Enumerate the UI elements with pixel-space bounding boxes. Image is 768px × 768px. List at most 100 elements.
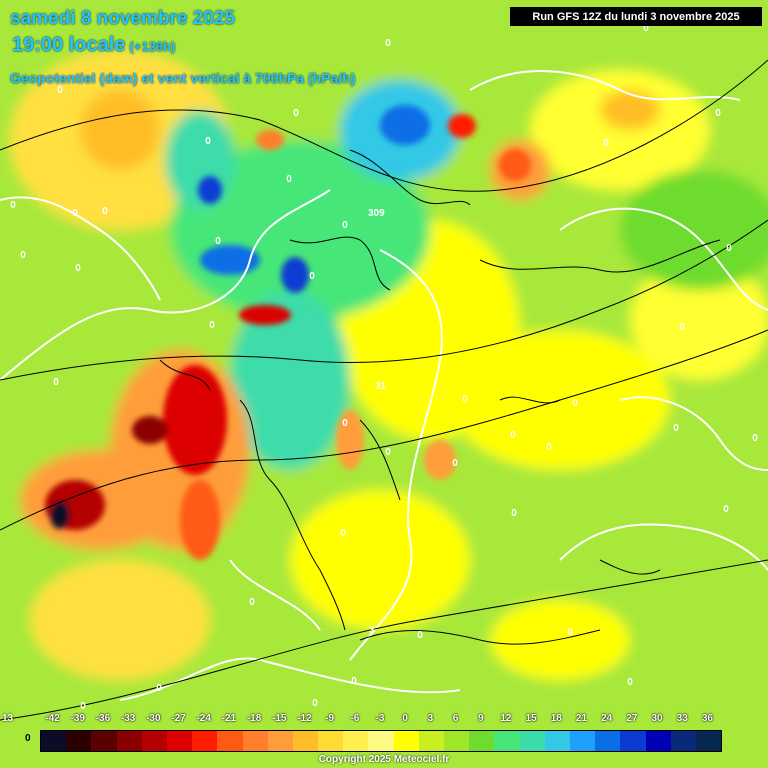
legend-swatch bbox=[242, 731, 268, 751]
legend-tick-label: -33 bbox=[120, 713, 136, 724]
zero-contour-label: 0 bbox=[572, 398, 578, 409]
legend-tick-label: 27 bbox=[626, 713, 638, 724]
zero-contour-label: 0 bbox=[102, 206, 108, 217]
zero-contour-label: 0 bbox=[417, 630, 423, 641]
legend-tick-label: 30 bbox=[651, 713, 663, 724]
zero-contour-label: 0 bbox=[312, 698, 318, 709]
geopotential-isolines bbox=[0, 59, 768, 721]
isoline-labels: 309 31 3 bbox=[368, 208, 387, 636]
legend-swatch bbox=[695, 731, 722, 751]
zero-contour-label: 0 bbox=[385, 38, 391, 49]
legend-left-zero: 0 bbox=[25, 733, 31, 744]
field-cores bbox=[45, 105, 531, 560]
zero-contour-label: 0 bbox=[723, 504, 729, 515]
zero-contour-label: 0 bbox=[75, 263, 81, 274]
legend-swatch bbox=[469, 731, 495, 751]
zero-contour-label: 0 bbox=[286, 174, 292, 185]
legend-swatch bbox=[166, 731, 193, 751]
zero-contour-label: 0 bbox=[643, 23, 649, 34]
zero-contour-label: 0 bbox=[293, 108, 299, 119]
zero-contour-label: 0 bbox=[10, 200, 16, 211]
legend-swatch bbox=[645, 731, 671, 751]
legend-swatch bbox=[343, 731, 369, 751]
zero-contour-label: 0 bbox=[215, 236, 221, 247]
zero-contour-label: 0 bbox=[209, 320, 215, 331]
legend-tick-label: 0 bbox=[402, 713, 408, 724]
legend-tick-label: -21 bbox=[221, 713, 237, 724]
zero-contour-label: 0 bbox=[351, 676, 357, 687]
isoline-label-3: 3 bbox=[369, 625, 375, 636]
legend-tick-label: -27 bbox=[171, 713, 186, 724]
legend-swatch bbox=[444, 731, 470, 751]
legend-tick-label: -18 bbox=[246, 713, 262, 724]
legend-tick-label: 9 bbox=[477, 713, 484, 724]
zero-contour-label: 0 bbox=[205, 136, 211, 147]
legend-tick-label: 6 bbox=[452, 713, 459, 724]
zero-contour-label: 0 bbox=[309, 271, 315, 282]
zero-contour-label: 0 bbox=[715, 108, 721, 119]
legend-tick-label: 3 bbox=[427, 713, 434, 724]
legend-tick-label: -15 bbox=[272, 713, 287, 724]
zero-contour-label: 0 bbox=[385, 447, 391, 458]
legend-swatch bbox=[267, 731, 293, 751]
forecast-lead-time: (+126h) bbox=[129, 39, 176, 54]
zero-contour-label: 0 bbox=[342, 220, 348, 231]
forecast-time: 19:00 locale (+126h) bbox=[12, 34, 175, 57]
zero-contour-label: 0 bbox=[627, 677, 633, 688]
coastlines-borders bbox=[159, 149, 721, 645]
legend-left-value: 13 bbox=[2, 713, 14, 724]
legend-labels: -42 -39 -36 -33 -30 -27 -24 -21 -18 -15 -12 -9 -6 -3 0… bbox=[40, 713, 720, 727]
legend-swatch bbox=[91, 731, 117, 751]
legend-swatch bbox=[494, 731, 520, 751]
legend-swatch bbox=[192, 731, 218, 751]
legend-tick-label: 21 bbox=[575, 713, 588, 724]
legend-swatch bbox=[141, 731, 167, 751]
zero-contour-label: 0 bbox=[511, 508, 517, 519]
zero-labels: 0 0 0 0 0 0 0 0 0 0 0 0 0 0 0 0 0 0 0 0 … bbox=[10, 23, 758, 712]
zero-contour-label: 0 bbox=[673, 423, 679, 434]
forecast-date: samedi 8 novembre 2025 bbox=[10, 8, 235, 29]
zero-contour-label: 0 bbox=[53, 377, 59, 388]
color-scale-legend bbox=[40, 730, 722, 752]
legend-swatch bbox=[595, 731, 621, 751]
forecast-time-value: 19:00 locale bbox=[12, 34, 126, 56]
legend-swatch bbox=[519, 731, 545, 751]
zero-contour-label: 0 bbox=[752, 433, 758, 444]
legend-swatch bbox=[66, 731, 92, 751]
zero-contour-label: 0 bbox=[340, 528, 346, 539]
legend-swatch bbox=[393, 731, 419, 751]
zero-contour-label: 0 bbox=[567, 627, 573, 638]
legend-tick-label: 33 bbox=[676, 713, 688, 724]
legend-tick-label: 36 bbox=[701, 713, 713, 724]
zero-contour-label: 0 bbox=[57, 85, 63, 96]
legend-swatch bbox=[569, 731, 596, 751]
zero-contour-label: 0 bbox=[249, 597, 255, 608]
legend-tick-label: -36 bbox=[95, 713, 111, 724]
legend-tick-label: -6 bbox=[350, 713, 360, 724]
run-label: Run GFS 12Z du lundi 3 novembre 2025 bbox=[510, 7, 762, 26]
zero-contour-label: 0 bbox=[546, 442, 552, 453]
legend-tick-label: 18 bbox=[550, 713, 562, 724]
legend-tick-label: -9 bbox=[325, 713, 335, 724]
zero-contour-label: 0 bbox=[20, 250, 26, 261]
legend-tick-label: -3 bbox=[375, 713, 385, 724]
zero-contour-label: 0 bbox=[452, 458, 458, 469]
legend-tick-label: -42 bbox=[45, 713, 60, 724]
zero-contour-label: 0 bbox=[679, 322, 685, 333]
zero-contour-label: 0 bbox=[72, 208, 78, 219]
legend-swatch bbox=[368, 731, 394, 751]
zero-contour-label: 0 bbox=[726, 243, 732, 254]
zero-contour-label: 0 bbox=[80, 701, 86, 712]
legend-tick-label: -39 bbox=[70, 713, 85, 724]
zero-contour-label: 0 bbox=[156, 683, 162, 694]
legend-swatch bbox=[318, 731, 344, 751]
legend-swatch bbox=[670, 731, 696, 751]
zero-contour-label: 0 bbox=[342, 418, 348, 429]
zero-contour-label: 0 bbox=[510, 430, 516, 441]
legend-tick-label: -24 bbox=[196, 713, 211, 724]
legend-swatch bbox=[292, 731, 319, 751]
zero-contour-label: 0 bbox=[603, 138, 609, 149]
legend-tick-label: -12 bbox=[297, 713, 312, 724]
legend-swatch bbox=[620, 731, 646, 751]
